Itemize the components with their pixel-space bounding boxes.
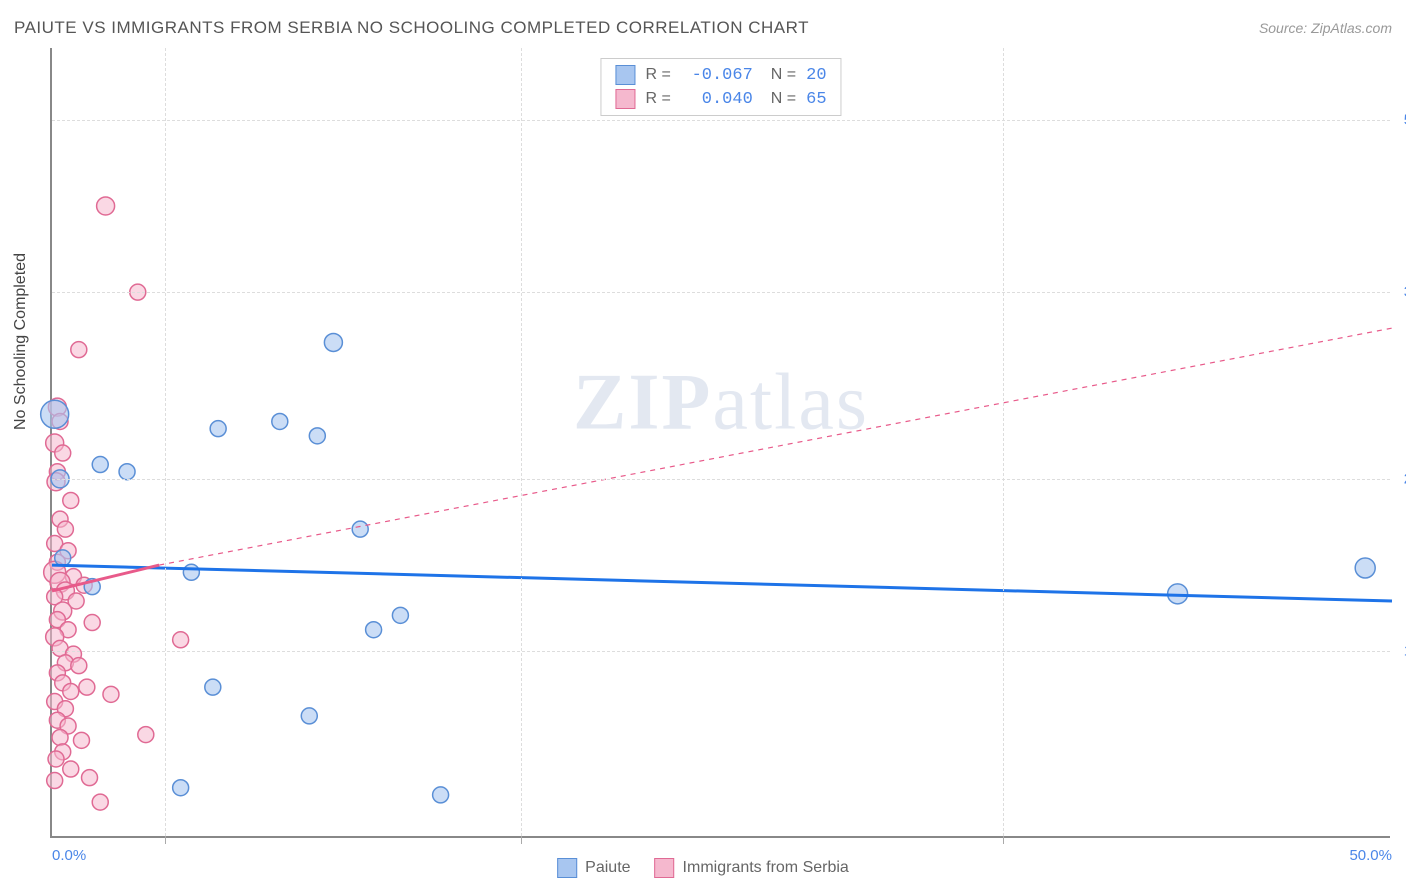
- data-point: [309, 428, 325, 444]
- legend-series-label: Paiute: [585, 859, 630, 877]
- legend-r-label: R =: [645, 90, 670, 108]
- data-point: [138, 727, 154, 743]
- legend-series: Paiute Immigrants from Serbia: [557, 858, 849, 878]
- legend-r-value: 0.040: [681, 90, 753, 109]
- data-point: [210, 421, 226, 437]
- data-point: [79, 679, 95, 695]
- legend-swatch: [615, 89, 635, 109]
- data-point: [205, 679, 221, 695]
- data-point: [84, 615, 100, 631]
- trend-line: [52, 565, 1392, 601]
- data-point: [183, 564, 199, 580]
- chart-plot-area: ZIPatlas R = -0.067 N = 20 R = 0.040 N =…: [50, 48, 1390, 838]
- legend-swatch: [655, 858, 675, 878]
- legend-r-value: -0.067: [681, 66, 753, 85]
- legend-n-value: 20: [806, 66, 826, 85]
- data-point: [73, 732, 89, 748]
- legend-swatch: [615, 65, 635, 85]
- data-point: [71, 342, 87, 358]
- data-point: [47, 773, 63, 789]
- data-point: [173, 780, 189, 796]
- data-point: [301, 708, 317, 724]
- legend-series-label: Immigrants from Serbia: [683, 859, 849, 877]
- data-point: [41, 400, 69, 428]
- data-point: [71, 658, 87, 674]
- data-point: [1355, 558, 1375, 578]
- data-point: [173, 632, 189, 648]
- data-point: [324, 333, 342, 351]
- source-attribution: Source: ZipAtlas.com: [1259, 20, 1392, 36]
- data-point: [52, 729, 68, 745]
- legend-swatch: [557, 858, 577, 878]
- data-point: [63, 492, 79, 508]
- data-point: [366, 622, 382, 638]
- data-point: [119, 464, 135, 480]
- legend-r-label: R =: [645, 66, 670, 84]
- legend-n-value: 65: [806, 90, 826, 109]
- data-point: [272, 413, 288, 429]
- data-point: [57, 521, 73, 537]
- legend-correlation-box: R = -0.067 N = 20 R = 0.040 N = 65: [600, 58, 841, 116]
- data-point: [92, 794, 108, 810]
- data-point: [92, 457, 108, 473]
- data-point: [55, 550, 71, 566]
- chart-title: PAIUTE VS IMMIGRANTS FROM SERBIA NO SCHO…: [14, 18, 809, 38]
- data-point: [48, 751, 64, 767]
- legend-n-label: N =: [771, 90, 796, 108]
- x-tick-label: 50.0%: [1349, 847, 1392, 864]
- trend-line: [159, 328, 1392, 565]
- data-point: [63, 683, 79, 699]
- data-point: [392, 607, 408, 623]
- legend-n-label: N =: [771, 66, 796, 84]
- data-point: [352, 521, 368, 537]
- x-tick-label: 0.0%: [52, 847, 86, 864]
- data-point: [97, 197, 115, 215]
- scatter-plot-svg: [52, 48, 1390, 836]
- y-axis-label: No Schooling Completed: [12, 253, 30, 430]
- data-point: [82, 770, 98, 786]
- data-point: [55, 445, 71, 461]
- data-point: [433, 787, 449, 803]
- data-point: [63, 761, 79, 777]
- data-point: [103, 686, 119, 702]
